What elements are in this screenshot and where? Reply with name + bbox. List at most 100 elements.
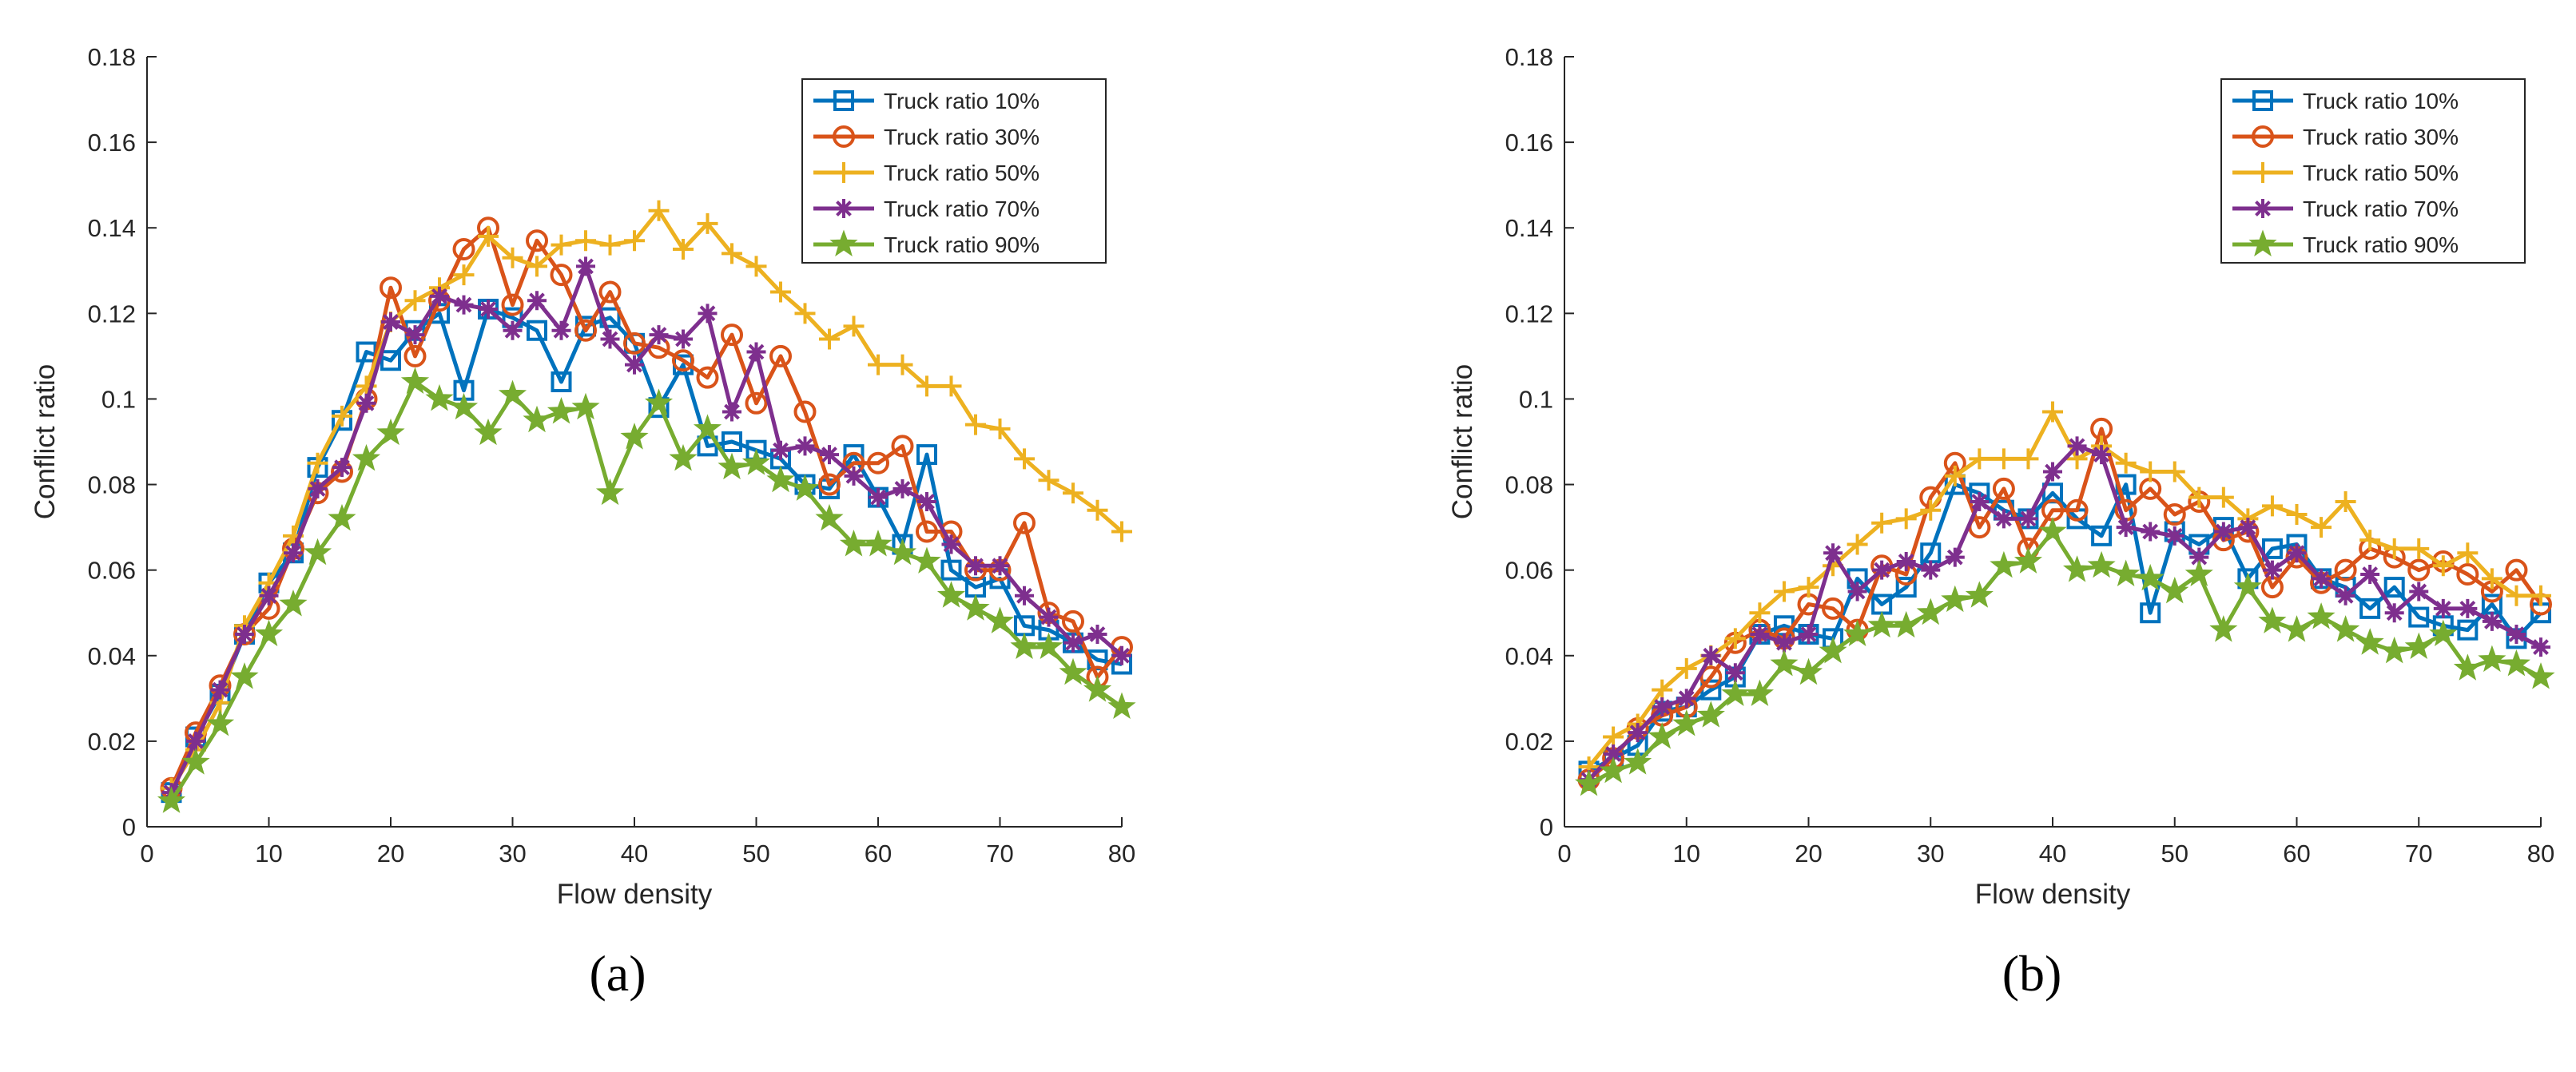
data-point-marker (1672, 709, 1701, 737)
data-point-marker (2091, 525, 2113, 546)
data-point-marker (745, 391, 768, 415)
data-point-marker (595, 478, 625, 506)
data-point-marker (403, 344, 427, 367)
data-point-marker (912, 546, 941, 574)
data-point-marker (746, 342, 766, 362)
data-point-marker (2212, 486, 2234, 508)
y-tick-label: 0.16 (88, 129, 136, 157)
data-point-marker (1034, 632, 1063, 659)
data-point-marker (1087, 625, 1107, 644)
data-point-marker (2380, 636, 2409, 664)
data-point-marker (1038, 470, 1059, 491)
data-point-marker (722, 431, 742, 452)
data-point-marker (2433, 598, 2453, 618)
data-point-marker (2115, 452, 2137, 474)
data-point-marker (2407, 558, 2431, 582)
data-point-marker (1063, 633, 1083, 653)
data-point-marker (673, 239, 694, 260)
data-point-marker (916, 520, 938, 543)
data-point-marker (2140, 602, 2161, 624)
series-4 (1579, 436, 2550, 790)
legend-item: Truck ratio 10% (2232, 89, 2459, 113)
data-point-marker (940, 559, 962, 581)
legend: Truck ratio 10% Truck ratio 30% Truck rati… (2220, 78, 2526, 264)
y-tick-label: 0.14 (1505, 214, 1553, 242)
data-point-marker (1604, 744, 1624, 764)
data-point-marker (2526, 662, 2555, 689)
series-line (1587, 427, 2543, 781)
series-line (1587, 443, 2542, 781)
data-point-marker (916, 375, 937, 397)
data-point-marker (1920, 499, 1942, 521)
data-point-marker (649, 325, 669, 345)
data-point-marker (1944, 465, 1966, 486)
x-axis-label: Flow density (557, 879, 713, 910)
data-point-marker (833, 90, 854, 111)
data-point-marker (2482, 611, 2502, 631)
data-point-marker (2238, 518, 2258, 538)
data-point-marker (2457, 619, 2479, 641)
data-point-marker (669, 443, 698, 471)
data-point-marker (2458, 598, 2478, 618)
data-point-marker (405, 325, 425, 345)
data-point-marker (453, 264, 475, 286)
data-point-marker (400, 367, 430, 394)
data-point-marker (2253, 199, 2272, 218)
data-point-marker (2404, 632, 2433, 659)
data-point-marker (574, 319, 597, 342)
data-point-marker (1014, 448, 1035, 470)
x-tick-label: 30 (1917, 840, 1944, 868)
data-point-marker (1970, 491, 1990, 511)
x-tick-label: 60 (2283, 840, 2310, 868)
data-point-marker (644, 388, 674, 415)
data-point-marker (1083, 675, 1112, 702)
data-point-marker (1992, 477, 2015, 500)
data-point-marker (1847, 534, 1868, 555)
data-point-marker (2161, 576, 2189, 604)
data-point-marker (769, 344, 792, 367)
data-point-marker (1699, 665, 1723, 689)
data-point-marker (576, 256, 595, 276)
data-point-marker (2188, 486, 2210, 508)
data-point-marker (1603, 726, 1624, 748)
data-point-marker (1015, 586, 1034, 605)
legend: Truck ratio 10% Truck ratio 30% Truck rati… (801, 78, 1107, 264)
data-point-marker (307, 452, 328, 474)
data-point-marker (526, 229, 548, 252)
x-tick-label: 20 (1795, 840, 1822, 868)
data-point-marker (844, 466, 864, 486)
data-point-marker (940, 375, 962, 397)
x-tick-label: 80 (1108, 840, 1135, 868)
legend-label: Truck ratio 90% (2303, 232, 2459, 257)
data-point-marker (961, 594, 990, 621)
data-point-marker (2531, 637, 2550, 657)
x-tick-label: 70 (986, 840, 1013, 868)
data-point-marker (454, 295, 474, 315)
data-point-marker (381, 312, 400, 332)
data-point-marker (795, 436, 815, 456)
data-point-marker (380, 350, 401, 371)
data-point-marker (404, 290, 426, 312)
y-axis-label: Conflict ratio (1447, 364, 1478, 520)
data-point-marker (523, 405, 551, 433)
data-point-marker (550, 264, 573, 287)
data-point-marker (916, 444, 937, 466)
data-point-marker (966, 556, 985, 576)
data-point-marker (2409, 582, 2429, 602)
legend-item: Truck ratio 90% (813, 229, 1040, 257)
x-tick-label: 10 (255, 840, 282, 868)
data-point-marker (1107, 692, 1136, 719)
data-point-marker (2043, 462, 2062, 482)
data-point-marker (2478, 645, 2506, 673)
data-point-marker (527, 291, 547, 311)
data-point-marker (303, 538, 332, 566)
data-point-marker (2261, 538, 2283, 559)
legend-item: Truck ratio 30% (2232, 125, 2459, 149)
data-point-marker (1696, 701, 1725, 728)
data-point-marker (2184, 559, 2213, 586)
data-point-marker (2018, 509, 2038, 529)
data-point-marker (430, 286, 449, 306)
data-point-marker (2307, 602, 2335, 629)
data-point-marker (1652, 679, 1673, 701)
legend-item: Truck ratio 90% (2232, 229, 2459, 257)
